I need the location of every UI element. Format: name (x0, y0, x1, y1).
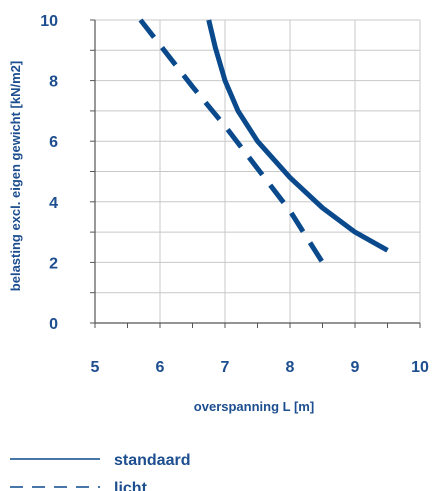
legend: standaard licht (10, 452, 190, 491)
series-line-standaard (206, 19, 389, 253)
y-tick-label: 10 (40, 13, 58, 30)
y-tick-label: 0 (49, 316, 58, 333)
axes (90, 19, 421, 328)
grid (95, 19, 421, 323)
y-tick-label: 8 (49, 74, 58, 91)
series-lines (138, 18, 389, 264)
x-tick-label: 10 (411, 359, 429, 376)
y-tick-label: 6 (49, 134, 58, 151)
x-tick-label: 8 (286, 359, 295, 376)
y-tick-label: 4 (49, 195, 58, 212)
x-tick-label: 5 (91, 359, 100, 376)
tick-labels: 0 2 4 6 8 10 5 6 7 8 9 10 (40, 13, 429, 376)
y-axis-label: belasting excl. eigen gewicht [kN/m2] (8, 61, 23, 291)
legend-label-standaard: standaard (114, 452, 190, 469)
x-axis-label: overspanning L [m] (194, 399, 314, 414)
y-tick-label: 2 (49, 255, 58, 272)
x-tick-label: 7 (221, 359, 230, 376)
legend-label-licht: licht (114, 480, 148, 491)
x-tick-label: 6 (156, 359, 165, 376)
x-tick-label: 9 (351, 359, 360, 376)
series-line-licht (138, 18, 325, 264)
